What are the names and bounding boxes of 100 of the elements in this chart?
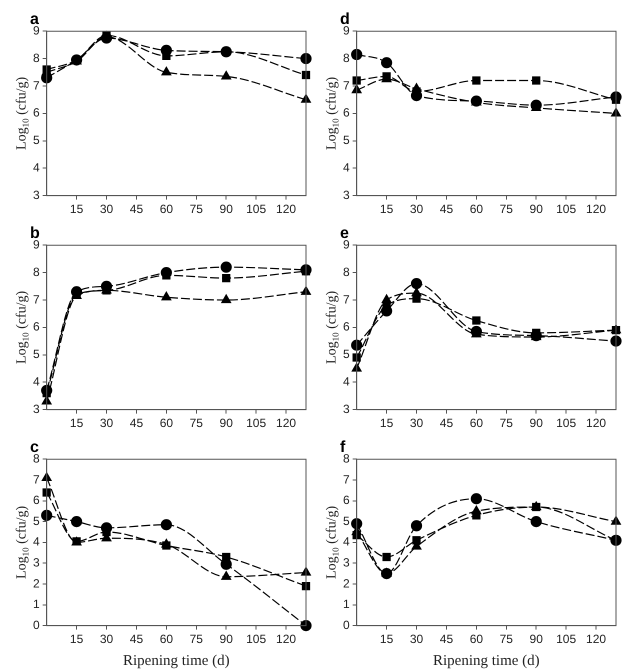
x-tick-label: 75 [190, 416, 204, 430]
y-tick-label: 5 [32, 133, 40, 148]
x-tick-label: 60 [470, 416, 484, 430]
y-tick-label: 9 [32, 238, 40, 252]
y-tick-label: 5 [32, 347, 40, 362]
x-tick-label: 60 [160, 416, 174, 430]
y-tick-label: 8 [342, 452, 350, 466]
y-tick-label: 4 [32, 374, 40, 389]
y-tick-label: 1 [342, 597, 350, 612]
y-tick-label: 4 [342, 534, 350, 549]
y-tick-label: 6 [342, 493, 350, 508]
x-tick-label: 105 [556, 416, 576, 430]
y-tick-label: 5 [342, 133, 350, 148]
y-tick-label: 7 [342, 78, 350, 92]
x-tick-label: 120 [276, 202, 296, 216]
y-tick-label: 4 [342, 160, 350, 175]
y-tick-label: 7 [342, 292, 350, 306]
y-tick-label: 5 [32, 514, 40, 528]
x-tick-label: 60 [470, 202, 484, 216]
x-tick-label: 90 [530, 632, 544, 646]
x-tick-label: 30 [410, 632, 424, 646]
x-tick-label: 30 [100, 202, 114, 216]
y-tick-label: 3 [342, 402, 350, 416]
y-tick-label: 6 [32, 106, 40, 120]
y-tick-label: 9 [32, 24, 40, 38]
x-tick-label: 90 [530, 416, 544, 430]
y-tick-label: 0 [32, 618, 40, 632]
x-tick-label: 15 [380, 416, 394, 430]
x-tick-label: 30 [100, 632, 114, 646]
x-tick-label: 120 [276, 632, 296, 646]
y-tick-label: 7 [32, 78, 40, 92]
y-tick-label: 8 [32, 264, 40, 279]
x-tick-label: 15 [380, 632, 394, 646]
y-axis-title: Log10 (cfu/g) [14, 290, 30, 364]
x-tick-label: 45 [440, 416, 454, 430]
y-tick-label: 8 [32, 452, 40, 466]
x-tick-label: 105 [246, 202, 266, 216]
y-tick-label: 8 [32, 50, 40, 65]
y-tick-label: 4 [342, 374, 350, 389]
x-tick-label: 90 [220, 632, 234, 646]
y-tick-label: 7 [342, 472, 350, 486]
y-tick-label: 6 [32, 493, 40, 508]
x-tick-label: 15 [380, 202, 394, 216]
y-tick-label: 6 [342, 320, 350, 334]
x-tick-label: 15 [70, 202, 84, 216]
y-tick-label: 1 [32, 597, 40, 612]
y-tick-label: 9 [342, 24, 350, 38]
y-tick-label: 2 [32, 576, 40, 590]
x-tick-label: 120 [586, 632, 606, 646]
x-tick-label: 15 [70, 416, 84, 430]
y-tick-label: 0 [342, 618, 350, 632]
x-tick-label: 120 [586, 416, 606, 430]
x-tick-label: 45 [440, 632, 454, 646]
x-tick-label: 90 [530, 202, 544, 216]
y-tick-label: 8 [342, 264, 350, 279]
y-tick-label: 3 [342, 556, 350, 570]
y-axis-title: Log10 (cfu/g) [324, 505, 340, 579]
x-tick-label: 75 [500, 632, 514, 646]
x-tick-label: 120 [586, 202, 606, 216]
x-tick-label: 45 [130, 632, 144, 646]
y-tick-label: 3 [32, 556, 40, 570]
y-tick-label: 4 [32, 534, 40, 549]
y-tick-label: 3 [342, 188, 350, 202]
x-tick-label: 90 [220, 202, 234, 216]
y-tick-label: 4 [32, 160, 40, 175]
y-axis-title: Log10 (cfu/g) [14, 505, 30, 579]
y-tick-label: 6 [342, 106, 350, 120]
x-tick-label: 45 [130, 416, 144, 430]
x-tick-label: 120 [276, 416, 296, 430]
y-axis-title: Log10 (cfu/g) [324, 76, 340, 150]
x-tick-label: 105 [246, 632, 266, 646]
x-tick-label: 105 [556, 632, 576, 646]
x-tick-label: 105 [246, 416, 266, 430]
y-tick-label: 6 [32, 320, 40, 334]
x-tick-label: 30 [410, 416, 424, 430]
x-tick-label: 60 [160, 632, 174, 646]
y-tick-label: 3 [32, 188, 40, 202]
x-tick-label: 105 [556, 202, 576, 216]
x-tick-label: 60 [470, 632, 484, 646]
y-tick-label: 9 [342, 238, 350, 252]
x-axis-title: Ripening time (d) [433, 652, 540, 669]
y-axis-title: Log10 (cfu/g) [324, 290, 340, 364]
x-tick-label: 75 [190, 202, 204, 216]
x-tick-label: 90 [220, 416, 234, 430]
x-tick-label: 75 [500, 416, 514, 430]
x-tick-label: 45 [440, 202, 454, 216]
y-axis-title: Log10 (cfu/g) [14, 76, 30, 150]
y-tick-label: 5 [342, 514, 350, 528]
y-tick-label: 3 [32, 402, 40, 416]
y-tick-label: 7 [32, 472, 40, 486]
y-tick-label: 5 [342, 347, 350, 362]
y-tick-label: 7 [32, 292, 40, 306]
y-tick-label: 8 [342, 50, 350, 65]
x-axis-title: Ripening time (d) [123, 652, 230, 669]
x-tick-label: 30 [100, 416, 114, 430]
x-tick-label: 60 [160, 202, 174, 216]
x-tick-label: 75 [500, 202, 514, 216]
x-tick-label: 30 [410, 202, 424, 216]
y-tick-label: 2 [342, 576, 350, 590]
x-tick-label: 45 [130, 202, 144, 216]
